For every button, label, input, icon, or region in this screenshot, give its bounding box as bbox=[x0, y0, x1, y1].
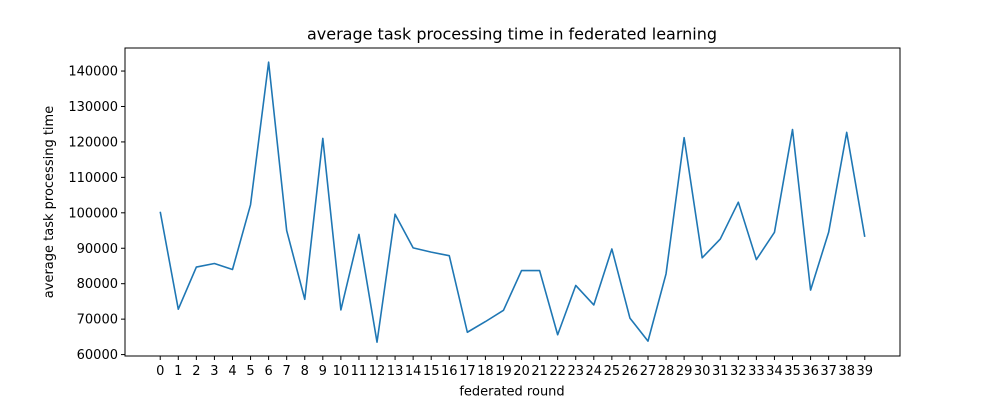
x-tick-label: 39 bbox=[856, 364, 873, 379]
y-tick-label: 80000 bbox=[77, 277, 118, 292]
x-tick-label: 34 bbox=[766, 364, 783, 379]
x-tick-label: 23 bbox=[567, 364, 584, 379]
y-tick-label: 120000 bbox=[68, 135, 118, 150]
x-tick-label: 21 bbox=[531, 364, 548, 379]
x-tick-label: 31 bbox=[712, 364, 729, 379]
x-tick-label: 16 bbox=[441, 364, 458, 379]
x-tick-label: 37 bbox=[820, 364, 837, 379]
x-axis-label: federated round bbox=[459, 385, 564, 400]
x-tick-label: 3 bbox=[210, 364, 218, 379]
x-tick-label: 15 bbox=[423, 364, 440, 379]
y-tick-label: 70000 bbox=[77, 313, 118, 328]
x-tick-label: 36 bbox=[802, 364, 819, 379]
x-tick-label: 5 bbox=[246, 364, 254, 379]
x-tick-label: 20 bbox=[513, 364, 530, 379]
x-tick-label: 10 bbox=[333, 364, 350, 379]
y-tick-label: 110000 bbox=[68, 171, 118, 186]
x-tick-label: 9 bbox=[319, 364, 327, 379]
x-tick-label: 29 bbox=[676, 364, 693, 379]
x-tick-label: 18 bbox=[477, 364, 494, 379]
y-tick-label: 60000 bbox=[77, 348, 118, 363]
x-tick-label: 24 bbox=[586, 364, 603, 379]
x-tick-label: 38 bbox=[838, 364, 855, 379]
x-tick-label: 1 bbox=[174, 364, 182, 379]
x-tick-label: 25 bbox=[604, 364, 621, 379]
x-tick-label: 28 bbox=[658, 364, 675, 379]
x-tick-label: 26 bbox=[622, 364, 639, 379]
x-tick-label: 30 bbox=[694, 364, 711, 379]
x-tick-label: 6 bbox=[264, 364, 272, 379]
x-tick-label: 8 bbox=[301, 364, 309, 379]
y-tick-label: 90000 bbox=[77, 242, 118, 257]
x-tick-label: 32 bbox=[730, 364, 747, 379]
y-tick-label: 140000 bbox=[68, 65, 118, 80]
x-tick-label: 27 bbox=[640, 364, 657, 379]
plot-area bbox=[159, 61, 866, 343]
x-tick-label: 2 bbox=[192, 364, 200, 379]
plot-frame bbox=[124, 47, 901, 357]
x-tick-label: 11 bbox=[351, 364, 368, 379]
x-tick-label: 35 bbox=[784, 364, 801, 379]
x-tick-label: 12 bbox=[369, 364, 386, 379]
x-tick-label: 22 bbox=[549, 364, 566, 379]
y-tick-label: 130000 bbox=[68, 100, 118, 115]
x-tick-label: 19 bbox=[495, 364, 512, 379]
x-tick-label: 17 bbox=[459, 364, 476, 379]
x-tick-label: 14 bbox=[405, 364, 422, 379]
x-tick-label: 7 bbox=[283, 364, 291, 379]
y-axis-label: average task processing time bbox=[42, 106, 57, 298]
x-tick-label: 13 bbox=[387, 364, 404, 379]
x-tick-label: 33 bbox=[748, 364, 765, 379]
y-tick-label: 100000 bbox=[68, 206, 118, 221]
chart-title: average task processing time in federate… bbox=[307, 25, 717, 44]
series-line-0 bbox=[159, 61, 866, 343]
x-tick-label: 0 bbox=[156, 364, 164, 379]
x-tick-label: 4 bbox=[228, 364, 236, 379]
